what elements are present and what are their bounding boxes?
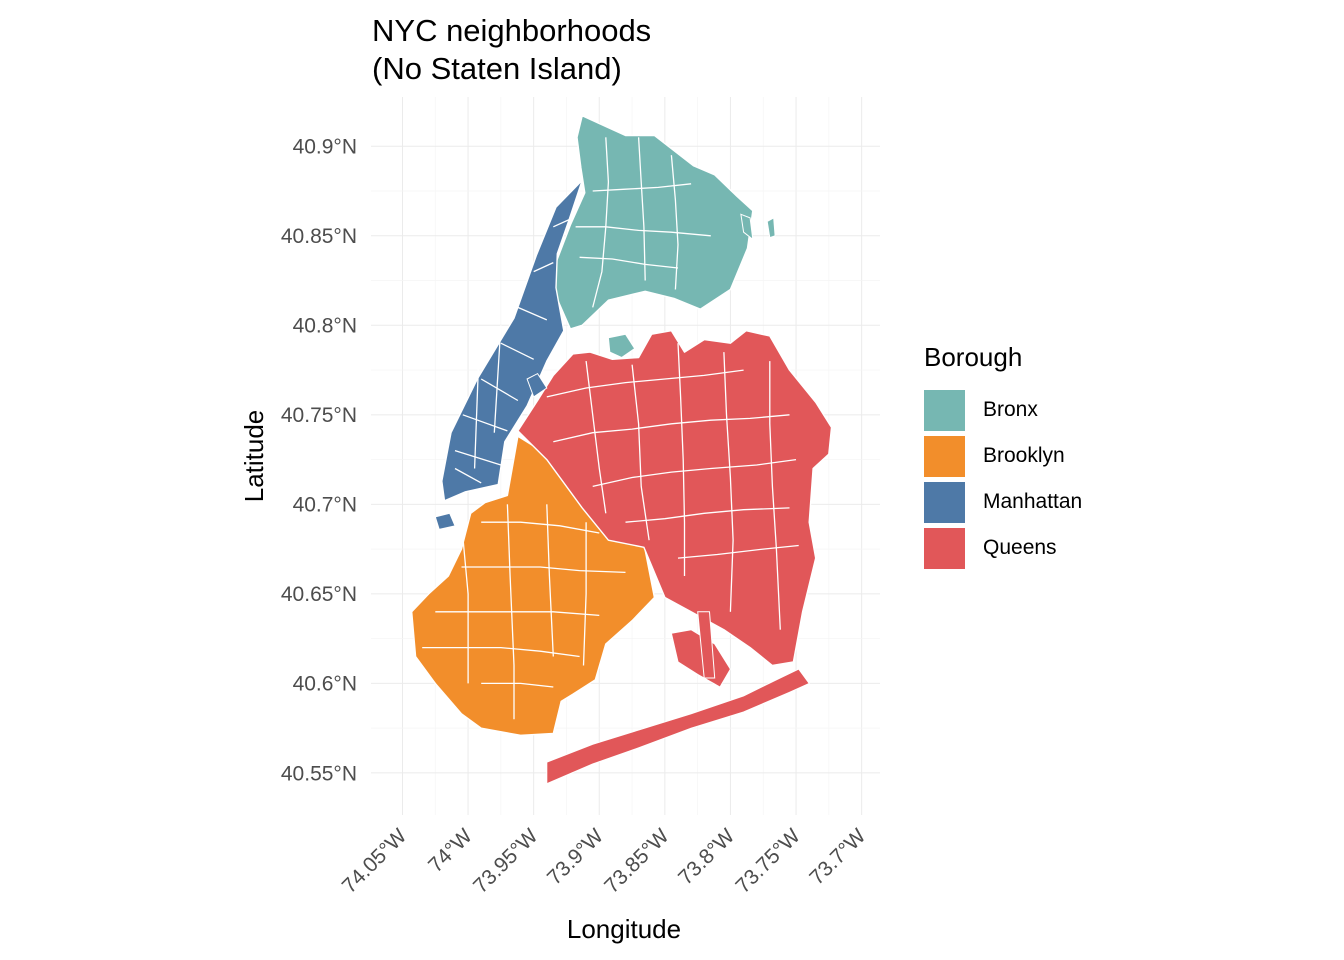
- neighborhood-boundary: [500, 342, 534, 360]
- x-axis-title: Longitude: [567, 914, 681, 944]
- neighborhood-boundary: [592, 137, 610, 308]
- y-tick-label: 40.8°N: [293, 315, 357, 338]
- neighborhood-boundary: [677, 544, 799, 559]
- chart-title: NYC neighborhoods (No Staten Island): [372, 13, 652, 86]
- legend-items: Bronx Brooklyn Manhattan Queens: [924, 387, 1082, 571]
- neighborhood-boundary: [553, 217, 574, 228]
- y-tick-label: 40.65°N: [281, 583, 357, 606]
- neighborhood-boundary: [481, 521, 600, 534]
- neighborhood-boundary: [493, 325, 502, 433]
- neighborhood-boundary: [546, 369, 744, 398]
- y-tick-label: 40.6°N: [293, 673, 357, 696]
- x-tick-label: 73.9°W: [543, 824, 608, 889]
- neighborhood-boundary: [553, 414, 790, 443]
- legend-label: Queens: [983, 536, 1057, 559]
- borough-bronx: [554, 115, 754, 330]
- x-tick-label: 74°W: [424, 824, 477, 877]
- island-shape: [766, 217, 776, 239]
- island-shape: [697, 611, 716, 679]
- legend: Borough Bronx Brooklyn Manhattan Queens: [924, 342, 1082, 571]
- legend-label: Brooklyn: [983, 444, 1065, 467]
- island-shape: [434, 512, 456, 530]
- neighborhood-boundary: [582, 522, 587, 666]
- legend-swatch: [924, 527, 965, 569]
- neighborhood-boundary: [481, 682, 554, 688]
- legend-swatch: [924, 435, 965, 477]
- neighborhood-boundary: [723, 352, 734, 612]
- legend-item: Manhattan: [924, 479, 1082, 525]
- legend-label: Manhattan: [983, 490, 1083, 513]
- neighborhood-boundary: [533, 262, 554, 273]
- y-axis-title: Latitude: [239, 410, 269, 503]
- y-tick-label: 40.85°N: [281, 225, 357, 248]
- neighborhood-boundary: [769, 361, 781, 630]
- neighborhood-boundary: [460, 522, 469, 684]
- y-tick-label: 40.9°N: [293, 136, 357, 159]
- map-layer: [411, 115, 833, 785]
- legend-swatch: [924, 481, 965, 523]
- x-axis-ticks: 74.05°W 74°W73.95°W 73.9°W73.85°W 73.8°W73.…: [338, 824, 871, 898]
- neighborhood-boundary: [575, 226, 711, 237]
- neighborhood-boundary: [625, 507, 790, 523]
- y-tick-label: 40.75°N: [281, 404, 357, 427]
- legend-item: Bronx: [924, 387, 1082, 433]
- island-shape: [526, 372, 548, 398]
- legend-label: Bronx: [983, 398, 1038, 421]
- neighborhood-boundary: [546, 504, 554, 657]
- legend-item: Brooklyn: [924, 433, 1082, 479]
- borough-shape: [517, 330, 833, 667]
- neighborhood-boundary: [462, 414, 508, 432]
- neighborhood-boundary: [592, 458, 797, 488]
- neighborhood-boundary: [579, 256, 679, 269]
- borough-manhattan: [441, 179, 583, 502]
- x-tick-label: 73.85°W: [600, 824, 674, 898]
- neighborhood-boundary: [677, 343, 686, 576]
- neighborhood-boundary: [435, 611, 600, 617]
- island-shape: [607, 333, 636, 359]
- legend-title: Borough: [924, 342, 1023, 372]
- x-tick-label: 73.75°W: [731, 824, 805, 898]
- x-tick-label: 73.7°W: [805, 824, 870, 889]
- y-axis-ticks: 40.55°N 40.6°N 40.65°N 40.7°N 40.75°N 40.8°N 4…: [281, 136, 357, 786]
- neighborhood-boundary: [517, 306, 548, 321]
- y-tick-label: 40.55°N: [281, 762, 357, 785]
- borough-brooklyn: [411, 435, 656, 736]
- x-tick-label: 73.8°W: [674, 824, 739, 889]
- neighborhood-boundary: [454, 467, 482, 484]
- neighborhood-boundary: [585, 361, 607, 514]
- legend-item: Queens: [924, 525, 1082, 571]
- neighborhood-boundary: [670, 155, 679, 290]
- x-tick-label: 73.95°W: [469, 824, 543, 898]
- neighborhood-boundary: [480, 378, 519, 402]
- neighborhood-boundary: [473, 361, 480, 469]
- neighborhood-boundary: [461, 566, 626, 574]
- island-shape: [670, 629, 731, 688]
- neighborhood-boundary: [637, 137, 646, 281]
- borough-queens: [517, 330, 833, 667]
- neighborhood-boundary: [631, 364, 650, 541]
- island-shape: [546, 668, 810, 785]
- island-shape: [740, 213, 754, 241]
- y-tick-label: 40.7°N: [293, 494, 357, 517]
- neighborhood-boundary: [454, 449, 502, 466]
- borough-shape: [554, 115, 754, 330]
- neighborhood-boundary: [506, 504, 515, 720]
- x-tick-label: 74.05°W: [338, 824, 412, 898]
- legend-swatch: [924, 389, 965, 431]
